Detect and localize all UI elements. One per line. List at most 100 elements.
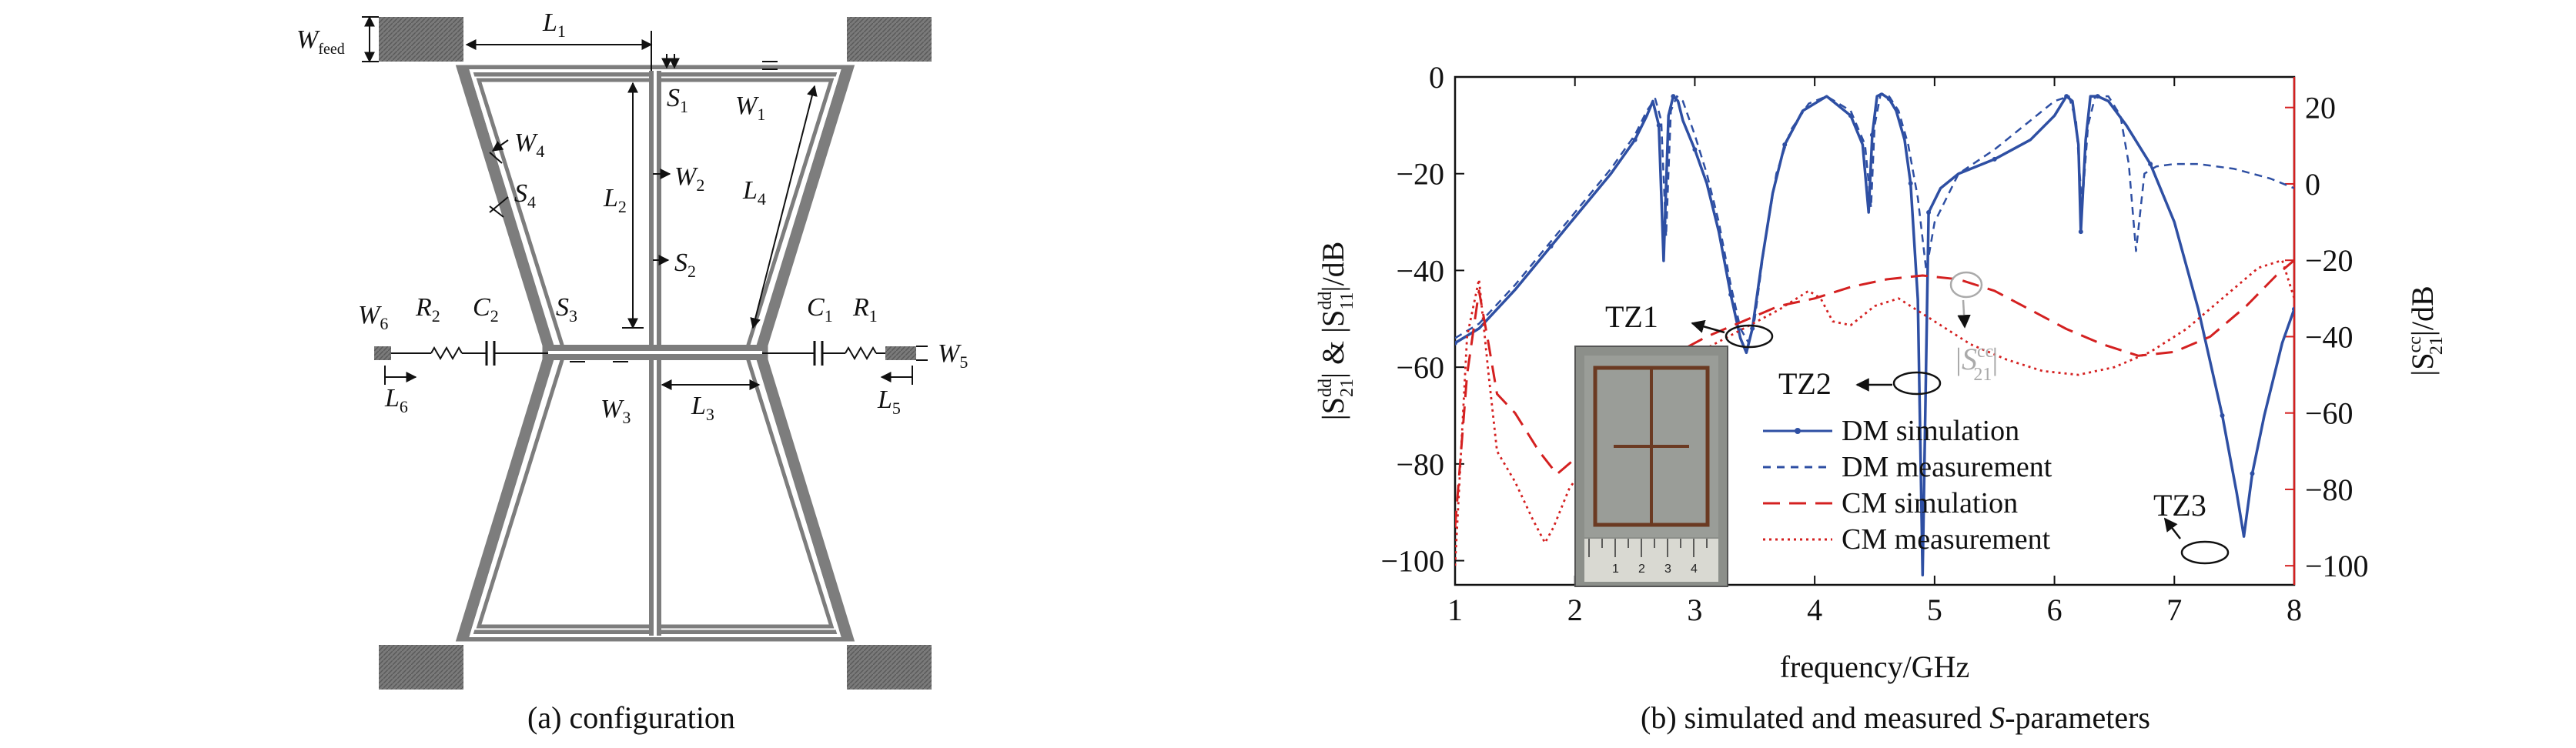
series-point (1926, 210, 1932, 215)
label-w6: W6 (358, 301, 388, 333)
left-port-network (374, 341, 548, 366)
y-axis-label-right: |Scc21|/dB (2405, 286, 2447, 376)
x-tick-label: 6 (2047, 593, 2062, 627)
x-tick-label: 2 (1567, 593, 1583, 627)
svg-text:2: 2 (1638, 563, 1645, 576)
series-point (1656, 122, 1661, 128)
y-tick-label-right: 20 (2305, 91, 2336, 125)
label-s3: S3 (556, 293, 577, 326)
y-tick-label-right: −20 (2305, 243, 2354, 278)
dimension-labels: Wfeed L1 S1 W1 W4 S4 L2 W2 L4 S2 W6 R2 C… (296, 8, 968, 427)
label-s2: S2 (674, 249, 696, 281)
label-l5: L5 (877, 386, 901, 418)
x-axis-label: frequency/GHz (1780, 649, 1970, 684)
label-r2: R2 (415, 293, 440, 326)
label-w5: W5 (938, 339, 968, 372)
x-tick-label: 3 (1687, 593, 1702, 627)
feed-pad-bottom-right (847, 645, 932, 690)
series-point (2148, 162, 2153, 167)
y-tick-label-left: −60 (1396, 350, 1444, 385)
tz3-label: TZ3 (2153, 488, 2206, 523)
label-s1: S1 (667, 84, 688, 116)
y-tick-label-right: −40 (2305, 319, 2354, 354)
label-w1: W1 (735, 92, 765, 124)
series-line-0 (1455, 92, 2294, 577)
label-c2: C2 (473, 293, 499, 326)
caption-a: (a) configuration (527, 700, 735, 735)
svg-text:3: 3 (1664, 563, 1671, 576)
label-r1: R1 (852, 293, 878, 326)
s-parameter-chart: 1 2 3 4 5 6 7 8 0 −20 −40 −60 −80 −100 20 0 −20 −40 −60 −80… (1316, 60, 2447, 735)
label-l2: L2 (603, 184, 627, 216)
label-l4: L4 (742, 176, 766, 209)
s21cc-annotation: |Scc 21| (1955, 342, 1998, 385)
feed-pad-top-right (847, 17, 932, 62)
tz1-label: TZ1 (1605, 299, 1658, 334)
y-tick-label-left: −20 (1396, 157, 1444, 192)
svg-text:1: 1 (1612, 563, 1619, 576)
series-point (1908, 181, 1913, 186)
y-tick-label-left: 0 (1429, 60, 1444, 95)
tz2-label: TZ2 (1778, 366, 1832, 401)
annotations: TZ1 TZ2 TZ3 |Scc 21| (1605, 271, 2230, 565)
label-wfeed: Wfeed (296, 25, 345, 58)
x-tick-label: 7 (2166, 593, 2182, 627)
feed-pad-top-left (379, 17, 463, 62)
legend-item-cm-sim: CM simulation (1763, 487, 2018, 519)
y-axis-label-left: |Sdd21| & |Sdd11|/dB (1316, 242, 1357, 421)
feed-pad-bottom-left (379, 645, 463, 690)
y-tick-label-right: −60 (2305, 396, 2354, 431)
series-point (2220, 413, 2225, 418)
series-point (1671, 94, 1676, 99)
label-w4: W4 (514, 129, 544, 161)
y-tick-label-right: 0 (2305, 167, 2320, 202)
series-point (1455, 340, 1457, 346)
series-line-3 (1455, 259, 2294, 566)
y-tick-label-right: −100 (2305, 549, 2369, 583)
series-point (2250, 471, 2255, 476)
series-point (1782, 142, 1788, 147)
label-l3: L3 (691, 392, 714, 424)
right-port-network (762, 341, 916, 366)
legend: DM simulation DM measurement CM simulati… (1763, 415, 2052, 556)
label-l6: L6 (384, 384, 408, 416)
series-point (1992, 156, 1997, 162)
series-point (2292, 306, 2294, 312)
label-w3: W3 (601, 395, 631, 427)
series-line-2 (1455, 259, 2294, 528)
label-l1: L1 (542, 8, 566, 41)
svg-text:4: 4 (1691, 563, 1698, 576)
series-point (2064, 94, 2069, 99)
y-tick-label-right: −80 (2305, 473, 2354, 507)
series-point (1632, 137, 1638, 142)
legend-item-dm-meas: DM measurement (1763, 451, 2052, 483)
label-s4: S4 (514, 179, 536, 212)
label-c1: C1 (807, 293, 833, 326)
axis-ticks: 1 2 3 4 5 6 7 8 0 −20 −40 −60 −80 −100 20 0 −20 −40 −60 −80… (1380, 60, 2368, 627)
inset-photo: 1 2 3 4 (1574, 346, 1728, 587)
y-tick-label-left: −40 (1396, 253, 1444, 288)
svg-text:DM measurement: DM measurement (1842, 451, 2052, 483)
caption-b: (b) simulated and measured S-parameters (1641, 700, 2150, 735)
label-w2: W2 (674, 162, 704, 195)
svg-text:DM simulation: DM simulation (1842, 415, 2019, 447)
x-tick-label: 4 (1807, 593, 1822, 627)
series-line-1 (1455, 92, 2294, 344)
y-tick-label-left: −100 (1380, 544, 1444, 579)
svg-text:CM measurement: CM measurement (1842, 523, 2051, 556)
configuration-diagram: Wfeed L1 S1 W1 W4 S4 L2 W2 L4 S2 W6 R2 C… (296, 8, 968, 735)
svg-text:CM simulation: CM simulation (1842, 487, 2018, 519)
series-point (1548, 244, 1554, 249)
legend-item-dm-sim: DM simulation (1763, 415, 2019, 447)
dimension-lines (362, 15, 928, 390)
x-tick-label: 5 (1927, 593, 1942, 627)
series-point (1692, 147, 1698, 152)
x-tick-label: 1 (1447, 593, 1463, 627)
series-layer (1455, 92, 2294, 577)
y-tick-label-left: −80 (1396, 447, 1444, 482)
x-tick-label: 8 (2287, 593, 2302, 627)
series-point (2078, 229, 2083, 235)
middle-bar (548, 345, 762, 360)
legend-item-cm-meas: CM measurement (1763, 523, 2051, 556)
